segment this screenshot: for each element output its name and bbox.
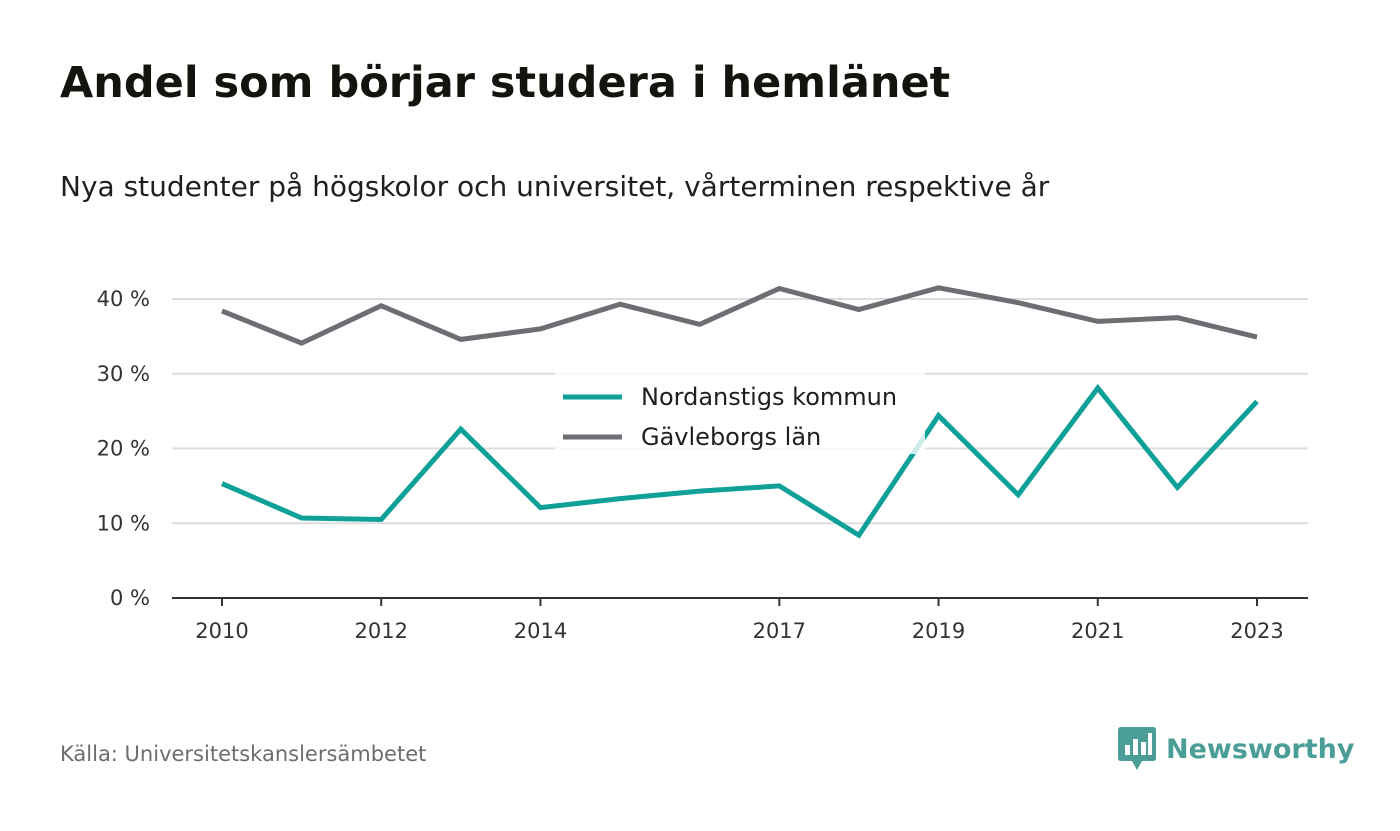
- x-tick-label: 2014: [514, 619, 567, 643]
- chart-subtitle: Nya studenter på högskolor och universit…: [60, 170, 1050, 203]
- legend-background: [555, 370, 925, 454]
- y-tick-label: 10 %: [97, 511, 150, 535]
- legend-label: Nordanstigs kommun: [641, 383, 897, 411]
- legend-label: Gävleborgs län: [641, 423, 821, 451]
- brand-name: Newsworthy: [1166, 733, 1355, 765]
- y-axis-ticks: 0 % 10 % 20 % 30 % 40 %: [97, 287, 150, 610]
- y-tick-label: 0 %: [110, 586, 150, 610]
- x-tick-label: 2012: [355, 619, 408, 643]
- x-tick-label: 2010: [195, 619, 248, 643]
- y-tick-label: 30 %: [97, 362, 150, 386]
- brand-logo: Newsworthy: [1118, 727, 1354, 771]
- series-line: [221, 383, 1259, 539]
- y-tick-label: 20 %: [97, 437, 150, 461]
- x-tick-label: 2023: [1230, 619, 1283, 643]
- legend: Nordanstigs kommun Gävleborgs län: [555, 370, 925, 454]
- series-nordanstig: [221, 383, 1259, 539]
- chart-title: Andel som börjar studera i hemlänet: [60, 58, 951, 108]
- series-gavleborg: [221, 285, 1258, 346]
- y-tick-label: 40 %: [97, 287, 150, 311]
- bar-chart-speech-bubble-icon: [1118, 727, 1156, 770]
- x-tick-label: 2021: [1071, 619, 1124, 643]
- x-axis: 2010 2012 2014 2017 2019 2021 2023: [172, 597, 1308, 643]
- series-line: [221, 285, 1258, 346]
- x-tick-label: 2019: [912, 619, 965, 643]
- series-lines: [221, 285, 1259, 539]
- source-note: Källa: Universitetskanslersämbetet: [60, 742, 427, 766]
- x-tick-label: 2017: [753, 619, 806, 643]
